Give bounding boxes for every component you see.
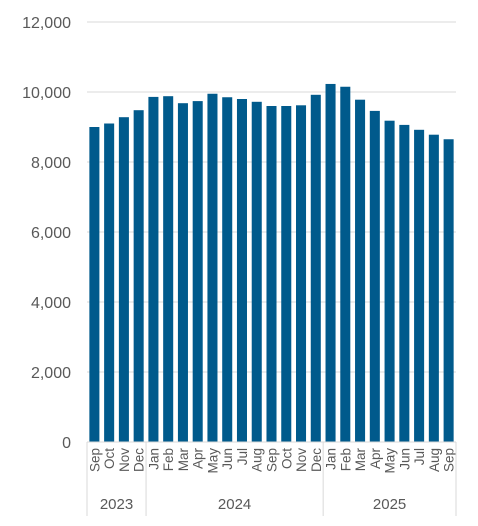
bar — [118, 117, 129, 442]
bar — [399, 124, 410, 443]
bar — [89, 127, 100, 442]
bar — [443, 139, 454, 442]
bar — [148, 96, 159, 443]
x-tick-label: May — [205, 448, 220, 474]
y-tick-label: 2,000 — [31, 365, 71, 382]
x-tick-label: Aug — [250, 448, 265, 472]
bar — [340, 86, 351, 442]
x-tick-label: Mar — [353, 447, 368, 471]
x-tick-label: Jul — [235, 448, 250, 465]
year-label: 2023 — [100, 496, 133, 513]
x-tick-label: Sep — [87, 448, 102, 472]
bars — [89, 83, 454, 443]
bar — [414, 129, 425, 443]
x-tick-label: Jan — [324, 448, 339, 470]
year-label: 2025 — [373, 496, 406, 513]
x-tick-label: Jun — [397, 448, 412, 470]
x-tick-label: Oct — [279, 448, 294, 469]
bar — [296, 105, 307, 443]
bar — [310, 94, 321, 443]
x-tick-label: Feb — [338, 448, 353, 471]
x-tick-label: Nov — [117, 448, 132, 472]
bar — [251, 101, 262, 443]
bar — [133, 110, 144, 442]
year-label: 2024 — [218, 496, 251, 513]
x-tick-label: Apr — [191, 448, 206, 470]
x-tick-label: Jun — [220, 448, 235, 470]
x-tick-label: Jan — [146, 448, 161, 470]
bar — [177, 103, 188, 442]
bar — [355, 99, 366, 442]
y-tick-label: 12,000 — [22, 15, 71, 32]
bar — [428, 134, 439, 442]
y-tick-label: 10,000 — [22, 85, 71, 102]
y-axis-tick-labels: 0 2,000 4,000 6,000 8,000 10,000 12,000 — [22, 15, 71, 452]
y-tick-label: 8,000 — [31, 155, 71, 172]
x-tick-label: Sep — [442, 448, 457, 472]
x-tick-label: Dec — [132, 448, 147, 472]
x-tick-label: Feb — [161, 448, 176, 471]
y-tick-label: 6,000 — [31, 225, 71, 242]
bar — [384, 120, 395, 442]
x-axis-year-labels: 2023 2024 2025 — [86, 442, 457, 516]
bar — [222, 97, 233, 442]
x-tick-label: Apr — [368, 448, 383, 470]
y-tick-label: 0 — [62, 435, 71, 452]
bar — [281, 106, 292, 442]
x-tick-label: Dec — [309, 448, 324, 472]
bar — [266, 106, 277, 442]
x-tick-label: Oct — [102, 448, 117, 469]
x-axis-month-labels: Sep Oct Nov Dec Jan Feb Mar Apr May Jun Jul Aug Sep O… — [87, 447, 456, 473]
bar — [369, 110, 380, 443]
bar — [236, 99, 247, 442]
x-tick-label: May — [383, 448, 398, 474]
x-tick-label: Jul — [412, 448, 427, 465]
bar — [104, 123, 115, 442]
x-tick-label: Nov — [294, 448, 309, 472]
bar — [163, 96, 174, 442]
bar — [325, 83, 336, 442]
x-tick-label: Sep — [265, 448, 280, 472]
x-tick-label: Aug — [427, 448, 442, 472]
bar — [207, 93, 218, 442]
y-tick-label: 4,000 — [31, 295, 71, 312]
x-tick-label: Mar — [176, 447, 191, 471]
bar — [192, 101, 203, 442]
